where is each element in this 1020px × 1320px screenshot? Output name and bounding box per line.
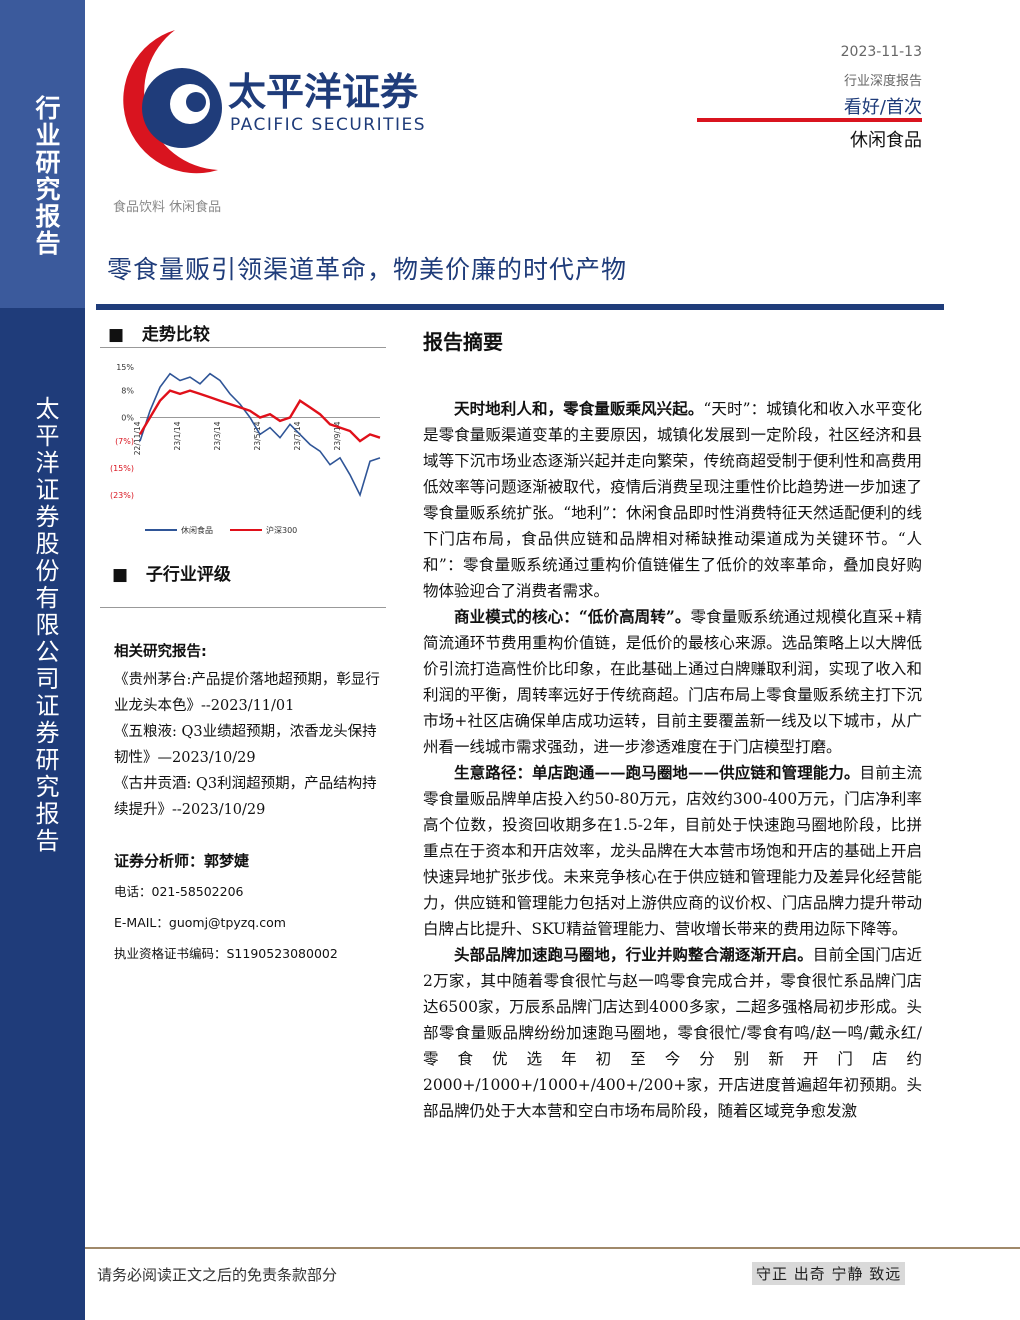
- breadcrumb: 食品饮料 休闲食品: [113, 200, 222, 215]
- paragraph-lead: 商业模式的核心：“低价高周转”。: [454, 607, 691, 626]
- sidebar-top: 行业研究报告: [0, 0, 85, 308]
- analyst-license: 执业资格证书编码：S1190523080002: [114, 946, 338, 961]
- summary-paragraph: 商业模式的核心：“低价高周转”。零食量贩系统通过规模化直采+精简流通环节费用重构…: [423, 604, 922, 760]
- related-item: 《贵州茅台:产品提价落地超预期，彰显行业龙头本色》--2023/11/01: [114, 672, 380, 714]
- disclaimer: 请务必阅读正文之后的免责条款部分: [97, 1266, 338, 1284]
- rating: 看好/首次: [843, 97, 922, 118]
- related-item: 《五粮液: Q3业绩超预期，浓香龙头保持韧性》—2023/10/29: [114, 724, 377, 766]
- report-type: 行业深度报告: [843, 74, 922, 89]
- y-tick-label: (15%): [110, 464, 134, 473]
- paragraph-lead: 头部品牌加速跑马圈地，行业并购整合潮逐渐开启。: [454, 945, 813, 964]
- report-date: 2023-11-13: [840, 44, 922, 60]
- x-tick-label: 23/1/14: [173, 421, 182, 450]
- x-tick-label: 23/3/14: [213, 421, 222, 450]
- trend-chart: 15% 8% 0% (7%) (15%) (23%) 22/11/14 23/1/14 23/3…: [110, 363, 381, 535]
- summary-paragraph: 头部品牌加速跑马圈地，行业并购整合潮逐渐开启。目前全国门店近2万家，其中随着零食…: [423, 942, 922, 1124]
- analyst-heading: 证券分析师：郭梦婕: [114, 852, 250, 870]
- related-item: 《古井贡酒: Q3利润超预期，产品结构持续提升》--2023/10/29: [114, 776, 377, 818]
- y-tick-label: 15%: [116, 363, 134, 372]
- paragraph-text: 目前全国门店近2万家，其中随着零食很忙与赵一鸣零食完成合并，零食很忙系品牌门店达…: [423, 946, 922, 1120]
- summary-heading: 报告摘要: [423, 330, 503, 354]
- paragraph-lead: 生意路径：单店跑通——跑马圈地——供应链和管理能力。: [454, 763, 860, 782]
- title-rule: [96, 304, 944, 310]
- rating-bar: [697, 118, 922, 122]
- sidebar-bottom: 太平洋证券股份有限公司证券研究报告: [0, 308, 85, 1320]
- report-title: 零食量贩引领渠道革命，物美价廉的时代产物: [107, 255, 628, 284]
- related-heading: 相关研究报告:: [114, 644, 207, 660]
- paragraph-lead: 天时地利人和，零食量贩乘风兴起。: [454, 399, 704, 418]
- x-tick-label: 23/9/14: [333, 421, 342, 450]
- paragraph-text: “天时”：城镇化和收入水平变化是零食量贩渠道变革的主要原因，城镇化发展到一定阶段…: [423, 400, 922, 600]
- y-tick-label: 8%: [121, 387, 134, 396]
- y-tick-label: (7%): [115, 437, 134, 446]
- y-tick-label: (23%): [110, 491, 134, 500]
- subrating-heading: ■ 子行业评级: [112, 565, 231, 585]
- x-tick-label: 22/11/14: [133, 421, 142, 455]
- series-line: [138, 389, 381, 443]
- logo-name: 太平洋证券: [228, 70, 419, 114]
- y-tick-label: 0%: [121, 414, 134, 423]
- related-list: 《贵州茅台:产品提价落地超预期，彰显行业龙头本色》--2023/11/01 《五粮…: [114, 667, 382, 823]
- legend-label: 沪深300: [266, 525, 297, 535]
- x-tick-label: 23/7/14: [293, 421, 302, 450]
- analyst-email: E-MAIL：guomj@tpyzq.com: [114, 915, 286, 930]
- sector: 休闲食品: [850, 130, 922, 151]
- subrating-heading-text: 子行业评级: [145, 565, 231, 585]
- motto: 守正 出奇 宁静 致远: [752, 1262, 906, 1285]
- footer-rule: [85, 1247, 1020, 1249]
- summary-paragraph: 生意路径：单店跑通——跑马圈地——供应链和管理能力。目前主流零食量贩品牌单店投入…: [423, 760, 922, 942]
- sidebar-top-text: 行业研究报告: [32, 95, 61, 257]
- logo: 太平洋证券 PACIFIC SECURITIES: [123, 30, 426, 174]
- rule: [100, 347, 386, 348]
- rule: [100, 607, 386, 608]
- summary-body: 天时地利人和，零食量贩乘风兴起。“天时”：城镇化和收入水平变化是零食量贩渠道变革…: [423, 396, 922, 1202]
- logo-english: PACIFIC SECURITIES: [230, 115, 426, 135]
- related-reports: 相关研究报告: 《贵州茅台:产品提价落地超预期，彰显行业龙头本色》--2023/…: [114, 640, 382, 823]
- paragraph-text: 目前主流零食量贩品牌单店投入约50-80万元，店效约300-400万元，门店净利…: [423, 764, 922, 938]
- logo-arc: [123, 30, 218, 174]
- analyst: 证券分析师：郭梦婕 电话：021-58502206 E-MAIL：guomj@t…: [114, 850, 384, 962]
- legend-label: 休闲食品: [181, 525, 213, 535]
- logo-dot: [186, 92, 206, 112]
- sidebar-bottom-text: 太平洋证券股份有限公司证券研究报告: [31, 396, 59, 855]
- trend-heading: ■ 走势比较: [108, 325, 210, 345]
- summary-paragraph: 天时地利人和，零食量贩乘风兴起。“天时”：城镇化和收入水平变化是零食量贩渠道变革…: [423, 396, 922, 604]
- paragraph-text: 零食量贩系统通过规模化直采+精简流通环节费用重构价值链，是低价的最核心来源。选品…: [423, 608, 922, 756]
- trend-heading-text: 走势比较: [141, 325, 210, 345]
- analyst-phone: 电话：021-58502206: [114, 884, 244, 899]
- series-line: [139, 372, 381, 498]
- x-tick-label: 23/5/14: [253, 421, 262, 450]
